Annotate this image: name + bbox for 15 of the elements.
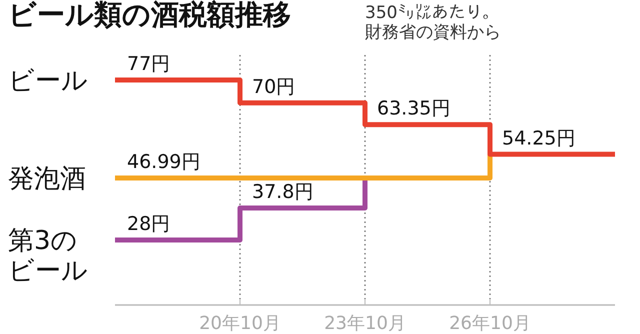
- x-tick-label: 23年10月: [324, 313, 406, 334]
- x-tick-label: 26年10月: [449, 313, 531, 334]
- text: 350㍉㍑あたり。財務省の資料から: [365, 3, 501, 43]
- data-label: 70円: [252, 76, 296, 98]
- data-label: 28円: [127, 213, 170, 235]
- data-label: 37.8円: [252, 181, 314, 203]
- series-label: ビール: [8, 66, 88, 96]
- data-label: 46.99円: [127, 150, 200, 173]
- data-label: 63.35円: [377, 98, 450, 120]
- data-label: 77円: [127, 53, 170, 75]
- series-label: 発泡酒: [8, 164, 86, 194]
- chart-title: ビール類の酒税額推移: [8, 0, 291, 31]
- series-label: 第3のビール: [8, 226, 88, 286]
- data-label: 54.25円: [502, 127, 576, 150]
- x-tick-label: 20年10月: [199, 313, 281, 334]
